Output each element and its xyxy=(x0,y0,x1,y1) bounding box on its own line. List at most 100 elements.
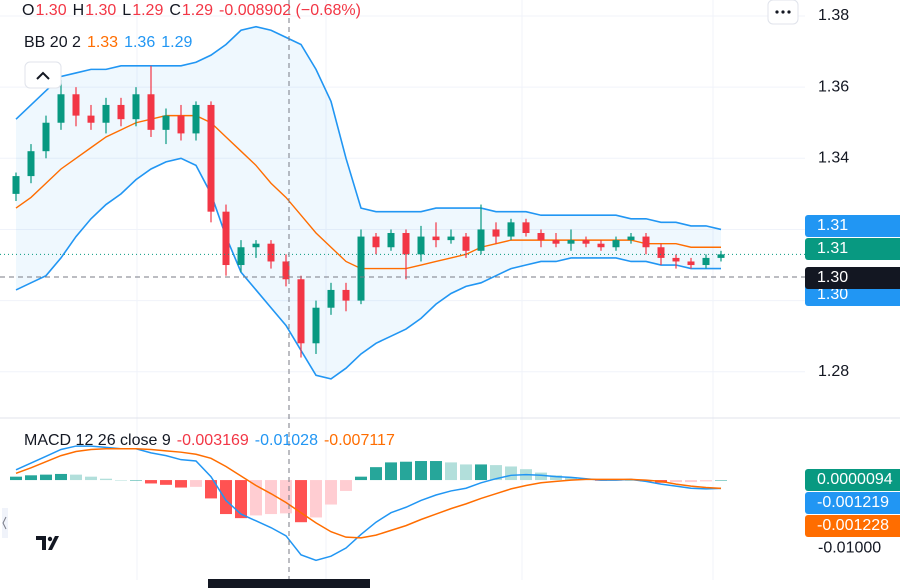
macd-value: -0.01028 xyxy=(254,432,318,449)
candle-body xyxy=(567,240,575,244)
candle-body xyxy=(207,104,215,212)
histogram-bar xyxy=(505,466,517,481)
histogram-bar xyxy=(340,480,352,491)
histogram-bar xyxy=(10,476,22,481)
candle-body xyxy=(162,115,170,130)
candle-body xyxy=(42,122,50,152)
candle-body xyxy=(552,240,560,244)
candle-body xyxy=(57,94,65,123)
change-value: -0.008902 (−0.68%) xyxy=(219,2,361,19)
histogram-bar xyxy=(460,464,472,481)
histogram-bar xyxy=(310,480,322,518)
ui-layer xyxy=(0,0,805,588)
bb-middle xyxy=(15,114,721,270)
band-fill xyxy=(16,26,721,379)
candle-body xyxy=(597,243,605,248)
histogram-bar xyxy=(25,475,37,481)
histogram-bar xyxy=(100,478,112,481)
macd-signal-value: -0.007117 xyxy=(323,432,395,449)
side-tab[interactable] xyxy=(2,508,8,538)
histogram-bar xyxy=(325,480,337,505)
price-badge xyxy=(805,238,900,260)
candle-body xyxy=(402,233,410,255)
histogram-bar xyxy=(370,467,382,481)
candle-body xyxy=(507,222,515,237)
histogram-bar xyxy=(415,461,427,481)
candle-body xyxy=(267,243,275,262)
candle-body xyxy=(642,236,650,248)
histogram-bar xyxy=(295,480,307,523)
candle-body xyxy=(687,261,695,266)
ohlc-item: H 1.30 xyxy=(73,2,117,20)
ohlc-legend: O 1.30 H 1.30 L 1.29 C 1.29 -0.008902 (−0.68… xyxy=(22,2,361,20)
histogram-bar xyxy=(490,465,502,481)
ohlc-value: 1.30 xyxy=(35,2,67,19)
ohlc-key: O xyxy=(22,2,35,19)
price-badge xyxy=(805,215,900,237)
ohlc-value: 1.29 xyxy=(181,2,214,19)
ohlc-key: C xyxy=(169,2,181,19)
candle-body xyxy=(72,94,80,116)
price-badge-label: 1.30 xyxy=(817,286,848,303)
candle-body xyxy=(252,243,260,248)
histogram-bar xyxy=(175,480,187,488)
histogram-bar xyxy=(385,462,397,481)
logo xyxy=(36,536,59,550)
price-badge-label: 0.0000094 xyxy=(817,471,893,488)
y-tick-label: -0.01000 xyxy=(818,539,881,556)
candle-body xyxy=(582,240,590,244)
ohlc-key: H xyxy=(72,2,85,19)
price-badge-label: -0.001219 xyxy=(817,494,889,511)
candle-body xyxy=(492,229,500,237)
histogram-bar xyxy=(400,461,412,481)
bb-legend: BB 20 2 1.33 1.36 1.29 xyxy=(24,34,192,52)
candle-body xyxy=(147,94,155,130)
histogram-bar xyxy=(625,480,637,481)
histogram-bar xyxy=(70,474,82,481)
histogram-bar xyxy=(280,480,292,514)
ohlc-value: 1.30 xyxy=(85,2,117,19)
candle-body xyxy=(132,94,140,120)
candle-body xyxy=(327,289,335,308)
data-layer: 1.281.301.321.341.361.381.311.311.301.30… xyxy=(0,7,900,562)
price-badge-label: 1.30 xyxy=(817,269,848,286)
bb-lower-value: 1.29 xyxy=(161,34,193,51)
histogram-bar xyxy=(475,464,487,481)
candle-body xyxy=(222,211,230,266)
candle-body xyxy=(717,254,725,258)
histogram-bar xyxy=(550,475,562,481)
candle-body xyxy=(372,236,380,248)
collapse-icon xyxy=(36,71,50,80)
histogram-bar xyxy=(130,480,142,481)
candle-body xyxy=(12,176,20,194)
histogram-bar xyxy=(565,477,577,481)
collapse-button[interactable] xyxy=(24,61,62,89)
candle-body xyxy=(237,247,245,266)
histogram-bar xyxy=(85,476,97,481)
candle-body xyxy=(702,257,710,266)
histogram-bar xyxy=(685,480,697,483)
candle-body xyxy=(657,247,665,258)
bb-label: BB 20 2 xyxy=(24,34,81,51)
histogram-bar xyxy=(700,480,712,482)
ohlc-key: L xyxy=(122,2,132,19)
bb-lower xyxy=(15,157,721,380)
histogram-bar xyxy=(160,480,172,485)
candle-body xyxy=(117,104,125,120)
macd-line xyxy=(15,445,722,562)
histogram-bar xyxy=(205,480,217,499)
histogram-bar xyxy=(250,480,262,516)
logo-background xyxy=(26,519,74,567)
candle-body xyxy=(627,236,635,241)
candle-body xyxy=(102,104,110,123)
price-badge xyxy=(805,267,900,289)
candle-body xyxy=(282,261,290,280)
more-dot xyxy=(787,10,791,14)
candle-body xyxy=(477,229,485,251)
macd-legend: MACD 12 26 close 9 -0.003169 -0.01028 -0… xyxy=(24,432,395,450)
candle-body xyxy=(342,289,350,301)
candle-body xyxy=(312,307,320,344)
price-badge xyxy=(805,515,900,537)
histogram-bar xyxy=(220,480,232,515)
